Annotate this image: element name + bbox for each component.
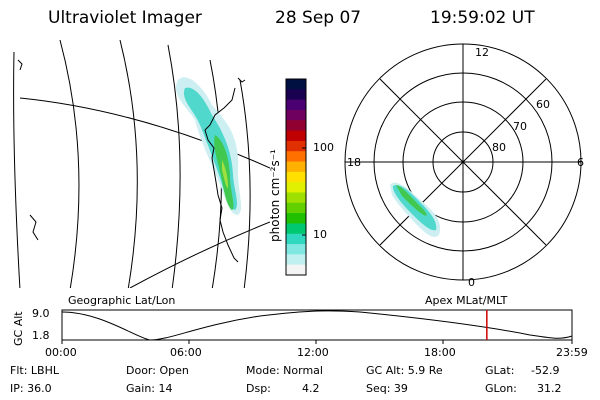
mlt-label-12: 12	[475, 46, 489, 59]
glon-label: GLon:	[485, 382, 517, 395]
timeline-ytick-1-8: 1.8	[32, 329, 50, 342]
colorbar-band	[286, 192, 306, 204]
mlat-label-70: 70	[513, 120, 527, 133]
colorbar-band	[286, 151, 306, 163]
colorbar-band	[286, 120, 306, 132]
gc-alt-info: GC Alt: 5.9 Re	[366, 364, 443, 377]
polar-map	[344, 43, 582, 281]
geographic-label: Geographic Lat/Lon	[68, 294, 176, 307]
colorbar-band	[286, 99, 306, 111]
colorbar-band	[286, 244, 306, 255]
timeline-xtick-1800: 18:00	[424, 346, 456, 359]
apex-label: Apex MLat/MLT	[425, 294, 508, 307]
time-label: 19:59:02 UT	[430, 8, 535, 28]
mode-info: Mode: Normal	[246, 364, 323, 377]
colorbar-band	[286, 213, 306, 225]
colorbar-band	[286, 202, 306, 214]
instrument-title: Ultraviolet Imager	[48, 8, 202, 28]
colorbar-band	[286, 89, 306, 101]
mlt-label-18: 18	[347, 156, 361, 169]
dsp-label: Dsp:	[246, 382, 271, 395]
polar-aurora	[390, 182, 441, 237]
timeline-xtick-2359: 23:59	[556, 346, 588, 359]
colorbar-band	[286, 161, 306, 173]
mlat-label-80: 80	[492, 141, 506, 154]
timeline-xtick-0600: 06:00	[170, 346, 202, 359]
door-info: Door: Open	[126, 364, 189, 377]
timeline-ylabel: GC Alt	[12, 311, 25, 346]
colorbar-tick-10: 10	[313, 228, 327, 241]
colorbar-band	[286, 182, 306, 194]
colorbar-band	[286, 79, 306, 90]
colorbar-unit-label: photon cm⁻²s⁻¹	[268, 149, 282, 242]
colorbar-band	[286, 109, 306, 121]
glon-value: 31.2	[537, 382, 562, 395]
colorbar-band	[286, 140, 306, 152]
seq-info: Seq: 39	[366, 382, 408, 395]
timeline-xtick-0000: 00:00	[45, 346, 77, 359]
timeline-xtick-1200: 12:00	[297, 346, 329, 359]
mlat-label-60: 60	[536, 98, 550, 111]
date-label: 28 Sep 07	[275, 8, 362, 28]
aurora-emission	[175, 77, 242, 215]
timeline-plot	[61, 309, 573, 344]
geographic-map	[13, 40, 270, 288]
mlt-label-0: 0	[468, 276, 475, 289]
ip-info: IP: 36.0	[10, 382, 52, 395]
timeline-ytick-9: 9.0	[32, 307, 50, 320]
colorbar-band	[286, 171, 306, 183]
dsp-value: 4.2	[302, 382, 320, 395]
filter-info: Flt: LBHL	[10, 364, 59, 377]
colorbar-band	[286, 264, 306, 276]
colorbar-band	[286, 130, 306, 142]
gain-info: Gain: 14	[126, 382, 173, 395]
colorbar-band	[286, 254, 306, 266]
glat-value: -52.9	[531, 364, 560, 377]
colorbar-band	[286, 223, 306, 235]
mlt-label-6: 6	[577, 156, 584, 169]
colorbar-band	[286, 233, 306, 245]
colorbar-tick-100: 100	[313, 141, 334, 154]
glat-label: GLat:	[485, 364, 515, 377]
colorbar	[286, 79, 306, 276]
